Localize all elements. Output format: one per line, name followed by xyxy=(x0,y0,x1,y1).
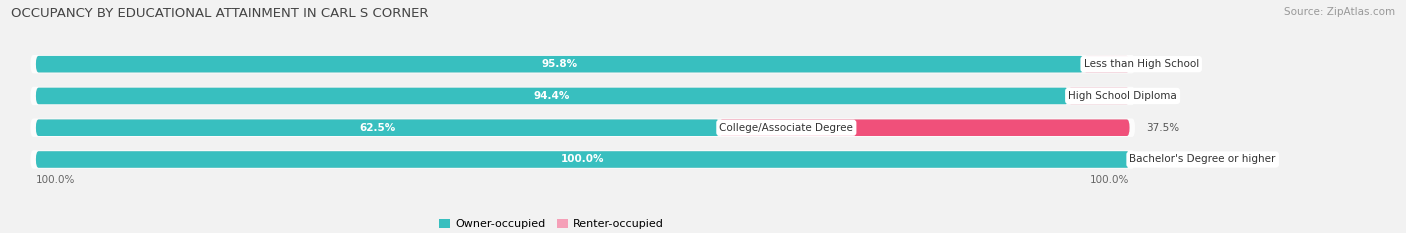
Text: 37.5%: 37.5% xyxy=(1146,123,1180,133)
FancyBboxPatch shape xyxy=(31,119,1135,137)
Text: Source: ZipAtlas.com: Source: ZipAtlas.com xyxy=(1284,7,1395,17)
FancyBboxPatch shape xyxy=(37,88,1069,104)
Text: 100.0%: 100.0% xyxy=(37,175,76,185)
Text: 100.0%: 100.0% xyxy=(1090,175,1129,185)
Text: 62.5%: 62.5% xyxy=(360,123,396,133)
Text: Less than High School: Less than High School xyxy=(1084,59,1199,69)
FancyBboxPatch shape xyxy=(37,151,1129,168)
FancyBboxPatch shape xyxy=(1069,88,1129,104)
Text: High School Diploma: High School Diploma xyxy=(1069,91,1177,101)
Legend: Owner-occupied, Renter-occupied: Owner-occupied, Renter-occupied xyxy=(439,219,664,229)
Text: OCCUPANCY BY EDUCATIONAL ATTAINMENT IN CARL S CORNER: OCCUPANCY BY EDUCATIONAL ATTAINMENT IN C… xyxy=(11,7,429,20)
FancyBboxPatch shape xyxy=(31,150,1135,169)
FancyBboxPatch shape xyxy=(1084,56,1129,72)
Text: College/Associate Degree: College/Associate Degree xyxy=(720,123,853,133)
FancyBboxPatch shape xyxy=(37,88,1129,104)
Text: Bachelor's Degree or higher: Bachelor's Degree or higher xyxy=(1129,154,1275,164)
FancyBboxPatch shape xyxy=(37,120,720,136)
Text: 5.6%: 5.6% xyxy=(1146,91,1173,101)
FancyBboxPatch shape xyxy=(37,56,1129,72)
Text: 94.4%: 94.4% xyxy=(534,91,571,101)
Text: 0.0%: 0.0% xyxy=(1146,154,1173,164)
FancyBboxPatch shape xyxy=(37,120,1129,136)
Text: 4.2%: 4.2% xyxy=(1146,59,1173,69)
FancyBboxPatch shape xyxy=(31,55,1135,73)
Text: 100.0%: 100.0% xyxy=(561,154,605,164)
FancyBboxPatch shape xyxy=(37,151,1129,168)
FancyBboxPatch shape xyxy=(31,87,1135,105)
FancyBboxPatch shape xyxy=(37,56,1084,72)
FancyBboxPatch shape xyxy=(720,120,1129,136)
Text: 95.8%: 95.8% xyxy=(541,59,578,69)
